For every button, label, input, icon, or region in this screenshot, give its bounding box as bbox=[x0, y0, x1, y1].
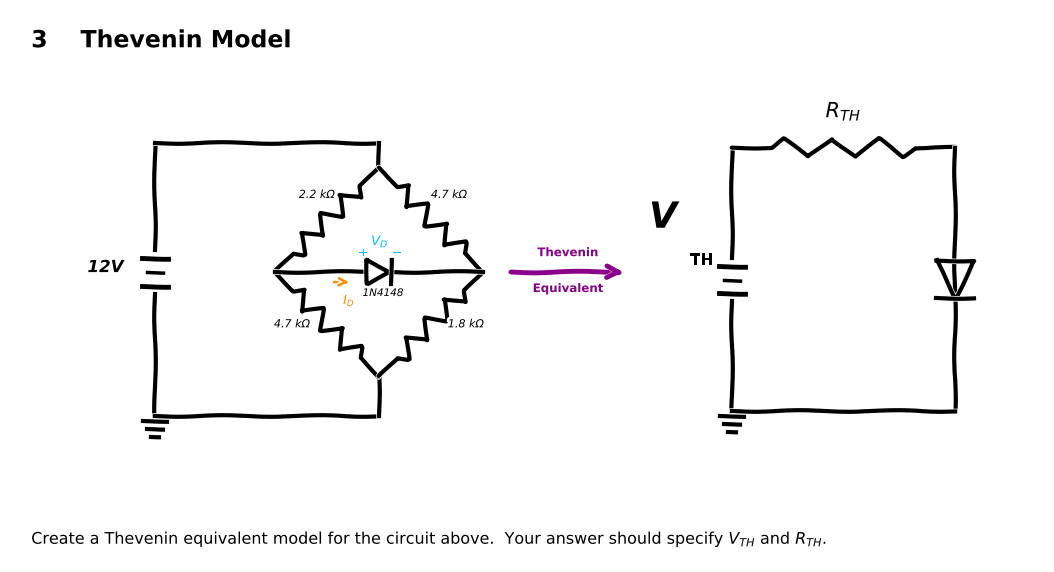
Text: Thevenin: Thevenin bbox=[538, 246, 599, 259]
Text: $R_{TH}$: $R_{TH}$ bbox=[825, 99, 861, 123]
Text: V: V bbox=[649, 201, 677, 235]
Text: TH: TH bbox=[690, 253, 714, 268]
Text: 3    Thevenin Model: 3 Thevenin Model bbox=[32, 28, 292, 52]
Text: 4.7 kΩ: 4.7 kΩ bbox=[431, 190, 467, 200]
Text: 12V: 12V bbox=[87, 258, 123, 276]
Text: 1.8 kΩ: 1.8 kΩ bbox=[448, 319, 484, 329]
Text: 4.7 kΩ: 4.7 kΩ bbox=[274, 319, 310, 329]
Text: Create a Thevenin equivalent model for the circuit above.  Your answer should sp: Create a Thevenin equivalent model for t… bbox=[32, 530, 828, 549]
Text: +: + bbox=[358, 246, 368, 259]
Text: Equivalent: Equivalent bbox=[532, 282, 603, 295]
Text: −: − bbox=[392, 246, 402, 259]
Text: $V_D$: $V_D$ bbox=[371, 234, 389, 249]
Text: 2.2 kΩ: 2.2 kΩ bbox=[298, 190, 335, 200]
Text: $I_D$: $I_D$ bbox=[344, 293, 355, 308]
Text: 1N4148: 1N4148 bbox=[363, 288, 404, 298]
